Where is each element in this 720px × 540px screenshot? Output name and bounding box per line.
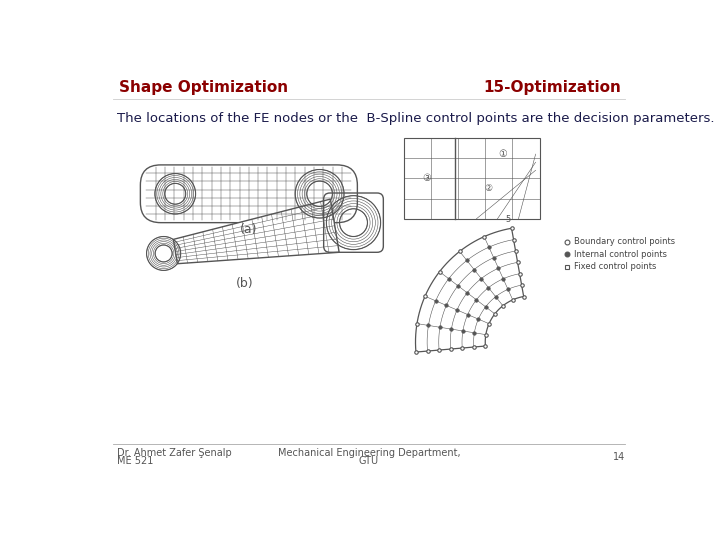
Polygon shape: [415, 228, 523, 352]
Text: GTU: GTU: [359, 456, 379, 465]
Bar: [404, 138, 539, 219]
Text: 15-Optimization: 15-Optimization: [483, 80, 621, 96]
Text: Fixed control points: Fixed control points: [574, 262, 656, 271]
Polygon shape: [174, 199, 339, 264]
Text: (b): (b): [236, 276, 254, 289]
Text: (a): (a): [240, 224, 258, 237]
Text: Shape Optimization: Shape Optimization: [120, 80, 289, 96]
Text: The locations of the FE nodes or the  B-Spline control points are the decision p: The locations of the FE nodes or the B-S…: [117, 112, 715, 125]
FancyBboxPatch shape: [140, 165, 357, 222]
Text: ①: ①: [498, 149, 508, 159]
Text: 14: 14: [613, 452, 625, 462]
Text: ②: ②: [484, 184, 492, 193]
Text: Boundary control points: Boundary control points: [574, 238, 675, 246]
Text: ME 521: ME 521: [117, 456, 153, 465]
Text: Mechanical Engineering Department,: Mechanical Engineering Department,: [278, 448, 460, 458]
Text: ③: ③: [423, 173, 431, 184]
Text: Dr. Ahmet Zafer Şenalp: Dr. Ahmet Zafer Şenalp: [117, 448, 232, 458]
Text: Internal control points: Internal control points: [574, 249, 667, 259]
Text: 5: 5: [505, 215, 510, 225]
